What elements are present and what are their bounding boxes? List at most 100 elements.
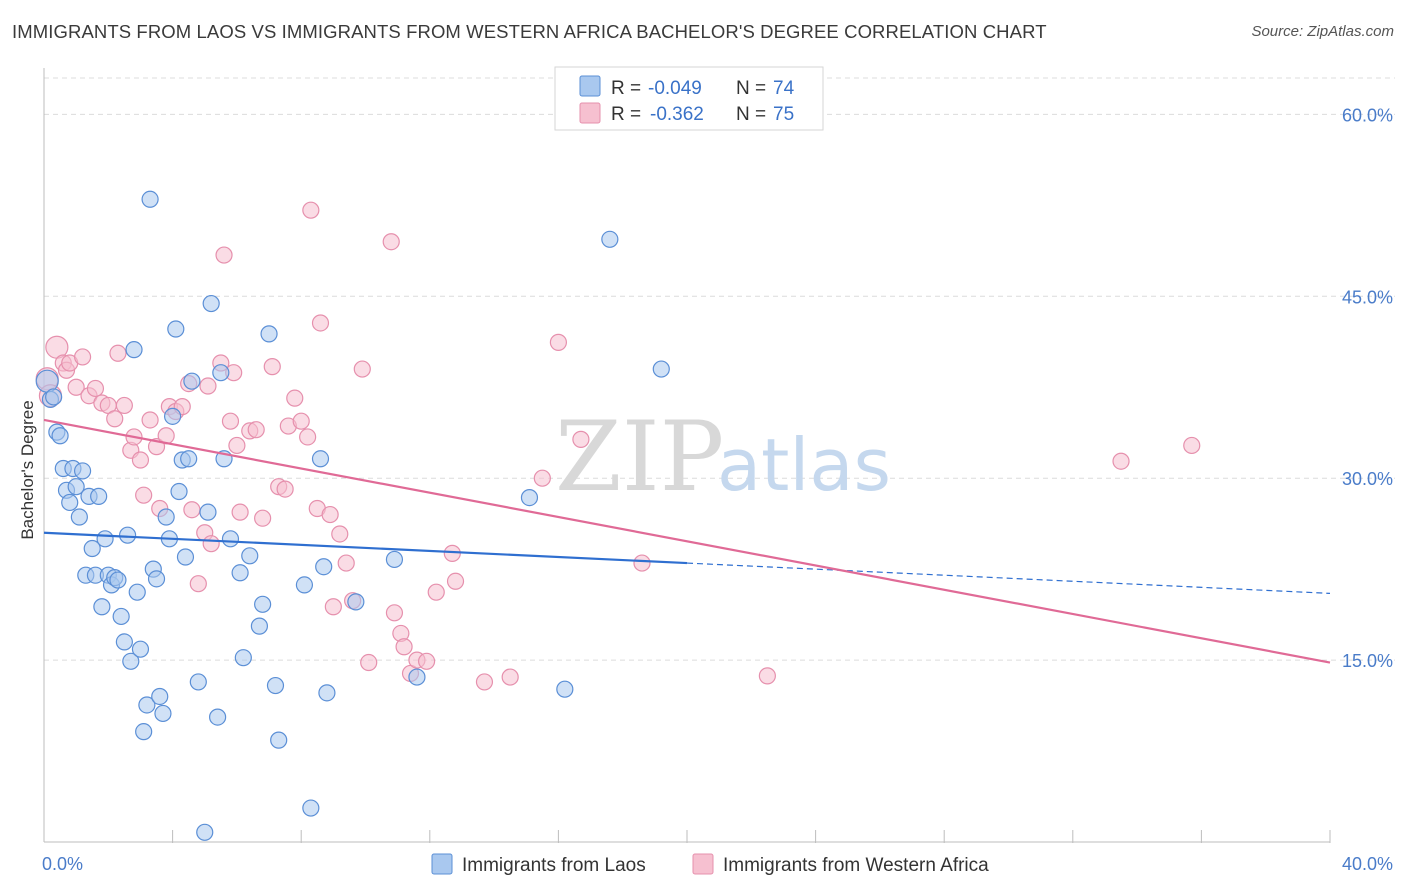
point-laos xyxy=(115,633,133,651)
point-western-africa xyxy=(302,201,320,219)
point-laos xyxy=(270,731,288,749)
point-laos xyxy=(73,462,92,480)
series-laos-points xyxy=(35,190,670,841)
point-western-africa xyxy=(395,638,413,656)
legend-r-label-laos: R = xyxy=(611,78,641,99)
trendlines xyxy=(43,418,1331,664)
point-western-africa xyxy=(86,379,105,398)
point-laos xyxy=(131,640,150,658)
point-laos xyxy=(164,407,182,425)
point-western-africa xyxy=(331,525,349,543)
point-laos xyxy=(157,508,175,526)
point-laos xyxy=(315,558,333,576)
point-western-africa xyxy=(67,378,85,396)
watermark-atlas: atlas xyxy=(717,423,891,507)
point-laos xyxy=(347,593,365,611)
bottom-legend-label-wafrica: Immigrants from Western Africa xyxy=(723,855,989,876)
point-laos xyxy=(118,526,137,544)
point-western-africa xyxy=(572,430,590,448)
point-western-africa xyxy=(299,428,317,446)
point-laos xyxy=(176,548,195,566)
point-laos xyxy=(196,823,214,841)
point-laos xyxy=(241,547,259,565)
legend-n-label-laos: N = xyxy=(736,78,766,99)
legend-n-label-wafrica: N = xyxy=(736,104,766,125)
point-laos xyxy=(128,583,146,601)
point-laos xyxy=(167,320,185,338)
y-tick-labels: 15.0% 30.0% 45.0% 60.0% xyxy=(1342,105,1393,671)
point-laos xyxy=(556,680,574,698)
point-laos xyxy=(385,550,404,569)
x-tick-labels: 0.0% 40.0% xyxy=(42,854,1393,874)
point-laos xyxy=(125,341,143,359)
point-laos xyxy=(260,325,278,343)
point-western-africa xyxy=(286,389,304,407)
point-laos xyxy=(170,482,188,501)
point-western-africa xyxy=(324,598,342,616)
point-western-africa xyxy=(115,396,133,415)
point-western-africa xyxy=(254,509,272,527)
series-western-africa-points xyxy=(35,201,1201,691)
point-laos xyxy=(250,617,269,635)
point-western-africa xyxy=(221,412,240,430)
point-western-africa xyxy=(382,233,400,251)
bottom-legend-swatch-laos xyxy=(431,853,453,875)
point-western-africa xyxy=(263,358,281,376)
axes xyxy=(43,68,1331,843)
point-laos xyxy=(231,564,249,582)
legend-n-value-wafrica: 75 xyxy=(773,104,794,125)
series-legend: Immigrants from Laos Immigrants from Wes… xyxy=(431,853,989,876)
point-laos xyxy=(138,696,156,714)
point-laos xyxy=(311,450,330,468)
point-western-africa xyxy=(247,421,265,439)
point-western-africa xyxy=(106,410,124,428)
point-western-africa xyxy=(758,667,776,685)
point-western-africa xyxy=(337,554,355,572)
point-laos xyxy=(221,530,240,548)
point-laos xyxy=(45,388,63,406)
point-western-africa xyxy=(109,344,127,362)
bottom-legend-swatch-wafrica xyxy=(692,853,714,875)
point-laos xyxy=(189,673,207,691)
legend-n-value-laos: 74 xyxy=(773,78,795,99)
source-credit: Source: ZipAtlas.com xyxy=(1251,23,1394,40)
watermark: ZIP atlas xyxy=(555,401,891,513)
point-western-africa xyxy=(199,377,217,395)
point-laos xyxy=(266,676,285,695)
point-laos xyxy=(254,595,272,613)
point-laos xyxy=(520,488,539,507)
point-laos xyxy=(154,704,172,723)
point-western-africa xyxy=(633,554,651,572)
point-laos xyxy=(141,190,159,208)
point-western-africa xyxy=(475,673,494,691)
point-laos xyxy=(302,799,320,817)
point-laos xyxy=(212,364,230,382)
point-laos xyxy=(147,570,166,588)
point-western-africa xyxy=(228,436,246,455)
y-tick-label: 15.0% xyxy=(1342,651,1393,671)
point-western-africa xyxy=(385,604,404,622)
point-laos xyxy=(112,607,130,626)
point-western-africa xyxy=(446,572,465,590)
y-tick-label: 30.0% xyxy=(1342,469,1393,489)
legend-swatch-laos xyxy=(579,75,601,97)
point-western-africa xyxy=(353,360,371,378)
y-tick-label: 45.0% xyxy=(1342,287,1393,307)
trendline-western-africa xyxy=(43,418,1331,664)
point-laos xyxy=(234,649,252,667)
y-axis-label: Bachelor's Degree xyxy=(18,400,37,539)
point-laos xyxy=(408,668,426,686)
point-western-africa xyxy=(533,469,551,487)
legend-swatch-wafrica xyxy=(579,102,601,124)
point-western-africa xyxy=(131,451,150,469)
x-tick-label: 40.0% xyxy=(1342,854,1393,874)
point-laos xyxy=(151,687,169,706)
point-western-africa xyxy=(215,246,233,264)
point-laos xyxy=(202,294,220,313)
point-western-africa xyxy=(202,535,220,553)
point-western-africa xyxy=(73,348,92,366)
point-western-africa xyxy=(501,668,519,686)
watermark-zip: ZIP xyxy=(555,401,724,513)
point-laos xyxy=(295,576,314,594)
